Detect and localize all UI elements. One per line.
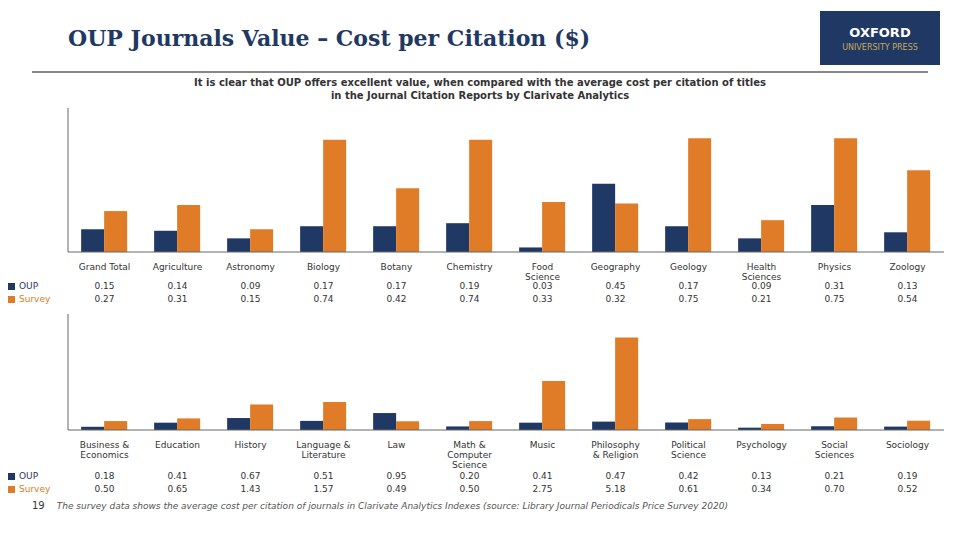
svg-text:Sociology: Sociology xyxy=(886,440,930,450)
html-text:0.31: 0.31 xyxy=(167,294,188,304)
html-text:0.51: 0.51 xyxy=(313,471,334,481)
html-text:0.52: 0.52 xyxy=(897,484,918,494)
html-text:0.61: 0.61 xyxy=(678,484,699,494)
html-text:0.19: 0.19 xyxy=(459,281,480,291)
html-text:0.47: 0.47 xyxy=(605,471,626,481)
html-text:0.50: 0.50 xyxy=(459,484,480,494)
svg-text:Agriculture: Agriculture xyxy=(153,262,203,272)
html-text:0.75: 0.75 xyxy=(678,294,699,304)
html-text:Survey: Survey xyxy=(19,484,51,494)
html-text:0.54: 0.54 xyxy=(897,294,918,304)
html-text:1.57: 1.57 xyxy=(313,484,334,494)
html-text:0.13: 0.13 xyxy=(751,471,772,481)
svg-text:PoliticalScience: PoliticalScience xyxy=(671,440,706,460)
svg-text:Music: Music xyxy=(530,440,556,450)
html-text:0.09: 0.09 xyxy=(751,281,772,291)
html-text:0.33: 0.33 xyxy=(532,294,553,304)
svg-text:Philosophy& Religion: Philosophy& Religion xyxy=(591,440,640,460)
html-text:0.74: 0.74 xyxy=(313,294,334,304)
svg-text:Astronomy: Astronomy xyxy=(226,262,275,272)
html-text:0.42: 0.42 xyxy=(386,294,407,304)
html-text:0.34: 0.34 xyxy=(751,484,772,494)
svg-text:FoodScience: FoodScience xyxy=(525,262,560,280)
html-text:0.19: 0.19 xyxy=(897,471,918,481)
html-text:OXFORD: OXFORD xyxy=(849,24,911,40)
html-text:0.74: 0.74 xyxy=(459,294,480,304)
html-text:0.32: 0.32 xyxy=(605,294,626,304)
html-text:0.13: 0.13 xyxy=(897,281,918,291)
html-text:0.20: 0.20 xyxy=(459,471,480,481)
svg-text:Grand Total: Grand Total xyxy=(79,262,131,272)
html-text:OUP Journals Value – Cost per: OUP Journals Value – Cost per Citation (… xyxy=(68,25,591,51)
html-text:It is clear that OUP offers ex: It is clear that OUP offers excellent va… xyxy=(194,77,766,101)
svg-text:HealthSciences: HealthSciences xyxy=(742,262,782,280)
html-text:0.65: 0.65 xyxy=(167,484,188,494)
html-text:0.70: 0.70 xyxy=(824,484,845,494)
html-text:0.18: 0.18 xyxy=(94,471,115,481)
svg-text:Psychology: Psychology xyxy=(736,440,787,450)
svg-text:Chemistry: Chemistry xyxy=(446,262,493,272)
svg-text:Math &ComputerScience: Math &ComputerScience xyxy=(447,440,492,470)
svg-text:Zoology: Zoology xyxy=(889,262,926,272)
html-text:0.45: 0.45 xyxy=(605,281,626,291)
svg-text:Geology: Geology xyxy=(670,262,708,272)
html-text:Survey: Survey xyxy=(19,294,51,304)
html-text:The survey data shows the aver: The survey data shows the average cost p… xyxy=(56,501,728,511)
html-text:2.75: 2.75 xyxy=(532,484,553,494)
html-text:0.21: 0.21 xyxy=(824,471,845,481)
html-text:19: 19 xyxy=(32,500,45,511)
html-text:0.17: 0.17 xyxy=(313,281,334,291)
html-text:0.42: 0.42 xyxy=(678,471,699,481)
html-text:OUP: OUP xyxy=(19,281,39,291)
html-text:0.17: 0.17 xyxy=(386,281,407,291)
html-text:UNIVERSITY PRESS: UNIVERSITY PRESS xyxy=(842,42,918,52)
html-text:0.17: 0.17 xyxy=(678,281,699,291)
html-text:0.50: 0.50 xyxy=(94,484,115,494)
html-text:5.18: 5.18 xyxy=(605,484,626,494)
svg-text:Physics: Physics xyxy=(818,262,852,272)
svg-text:Biology: Biology xyxy=(307,262,341,272)
html-text:0.95: 0.95 xyxy=(386,471,407,481)
svg-text:Law: Law xyxy=(388,440,406,450)
html-text:OUP: OUP xyxy=(19,471,39,481)
svg-text:Botany: Botany xyxy=(381,262,413,272)
html-text:0.31: 0.31 xyxy=(824,281,845,291)
html-text:0.27: 0.27 xyxy=(94,294,115,304)
svg-text:Geography: Geography xyxy=(591,262,641,272)
svg-text:Education: Education xyxy=(155,440,200,450)
html-text:0.21: 0.21 xyxy=(751,294,772,304)
svg-text:Language &Literature: Language &Literature xyxy=(296,440,350,460)
html-text:0.67: 0.67 xyxy=(240,471,261,481)
svg-text:SocialSciences: SocialSciences xyxy=(815,440,855,460)
html-text:0.14: 0.14 xyxy=(167,281,188,291)
svg-text:History: History xyxy=(234,440,267,450)
html-text:1.43: 1.43 xyxy=(240,484,261,494)
svg-text:Business &Economics: Business &Economics xyxy=(80,440,130,460)
html-text:0.03: 0.03 xyxy=(532,281,553,291)
html-text:0.09: 0.09 xyxy=(240,281,261,291)
html-text:0.15: 0.15 xyxy=(240,294,261,304)
html-text:0.75: 0.75 xyxy=(824,294,845,304)
html-text:0.41: 0.41 xyxy=(532,471,553,481)
html-text:0.15: 0.15 xyxy=(94,281,115,291)
html-text:0.49: 0.49 xyxy=(386,484,407,494)
html-text:0.41: 0.41 xyxy=(167,471,188,481)
